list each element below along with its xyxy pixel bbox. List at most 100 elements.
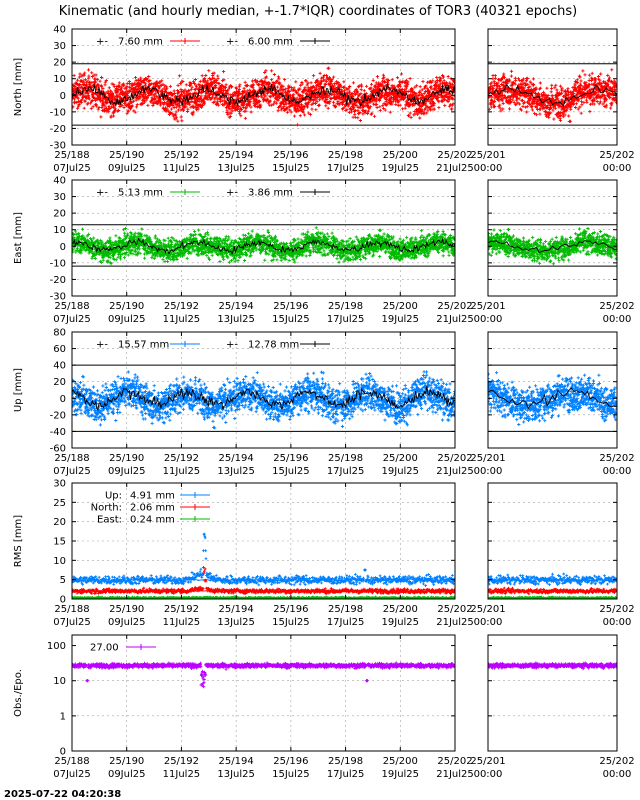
y-tick-label: -30 [50,292,66,303]
y-tick-label: 30 [53,41,66,52]
x-tick-label: 25/192 [164,301,199,312]
x-tick-label: 25/192 [164,604,199,615]
x-tick-sublabel: 15Jul25 [272,617,310,628]
legend-name: East: [97,515,122,526]
rms-line [72,578,455,582]
y-tick-label: 25 [53,498,66,509]
legend: +- 7.60 mm +- 6.00 mm [96,37,330,48]
x-tick-sublabel: 15Jul25 [272,769,310,780]
legend-marker: +- [226,340,238,351]
x-tick-label: 25/192 [164,453,199,464]
rms-line [488,590,617,592]
x-tick-label: 25/190 [109,604,144,615]
y-tick-label: 40 [53,176,66,187]
plot-frame [71,634,456,752]
legend-label: 27.00 [90,643,119,654]
y-tick-label: 1 [60,711,66,722]
x-tick-sublabel: 17Jul25 [327,163,365,174]
x-tick-label: 25/198 [328,150,363,161]
x-tick-label: 25/201 [470,301,505,312]
x-tick-sublabel: 13Jul25 [217,466,255,477]
legend-name: Up: [105,491,122,502]
x-tick-sublabel: 17Jul25 [327,466,365,477]
x-tick-sublabel: 11Jul25 [163,466,201,477]
x-tick-sublabel: 00:00 [474,466,503,477]
legend-marker: +- [96,340,108,351]
legend-marker: +- [226,188,238,199]
x-tick-label: 25/196 [273,301,308,312]
x-tick-sublabel: 09Jul25 [108,617,146,628]
legend-label: 0.24 mm [130,515,175,526]
x-tick-label: 25/188 [54,453,89,464]
x-tick-label: 25/194 [219,453,254,464]
plot-panels: North [mm]-30-20-1001020304025/18807Jul2… [13,25,635,781]
legend-label: 6.00 mm [248,37,293,48]
y-tick-label: -30 [50,141,66,152]
y-tick-label: 20 [53,209,66,220]
data-points [488,226,617,266]
x-tick-label: 25/188 [54,150,89,161]
x-tick-sublabel: 07Jul25 [53,314,91,325]
x-tick-sublabel: 19Jul25 [382,769,420,780]
x-tick-sublabel: 11Jul25 [163,314,201,325]
legend: +- 15.57 mm +- 12.78 mm [96,340,330,351]
hourly-median-line [72,236,455,255]
y-tick-label: -20 [50,410,66,421]
legend-marker: +- [96,188,108,199]
y-tick-label: 10 [53,556,66,567]
y-axis-label: Obs./Epo. [13,669,24,717]
legend-label: 12.78 mm [248,340,299,351]
y-tick-label: -20 [50,124,66,135]
y-tick-label: 0 [60,747,66,758]
timestamp: 2025-07-22 04:20:38 [4,789,121,800]
x-tick-label: 25/201 [470,756,505,767]
legend: +- 5.13 mm +- 3.86 mm [96,188,330,199]
x-tick-sublabel: 00:00 [603,163,632,174]
panel-north: North [mm] -30 -20 -10 0 10 20 30 40 25/188 07Jul2… [13,25,635,175]
x-tick-sublabel: 21Jul25 [436,163,474,174]
panel-obs: Obs./Epo. 0 1 10 100 25/188 07Jul25 25/190 09Jul… [13,634,635,780]
x-tick-label: 25/200 [383,453,418,464]
x-tick-sublabel: 15Jul25 [272,163,310,174]
x-tick-label: 25/190 [109,301,144,312]
x-tick-label: 25/202 [437,150,472,161]
y-axis-label: North [mm] [13,58,24,117]
x-tick-sublabel: 09Jul25 [108,314,146,325]
x-tick-label: 25/202 [599,150,634,161]
y-axis-label: Up [mm] [13,368,24,412]
x-tick-sublabel: 07Jul25 [53,617,91,628]
x-tick-sublabel: 00:00 [474,769,503,780]
legend: 27.00 [90,643,156,654]
x-tick-label: 25/202 [599,453,634,464]
plot-frame [71,28,456,146]
x-tick-label: 25/200 [383,604,418,615]
obs-points [488,661,617,671]
x-tick-label: 25/202 [599,604,634,615]
x-tick-sublabel: 00:00 [474,617,503,628]
plot-frame [71,179,456,297]
x-tick-label: 25/188 [54,756,89,767]
legend-label: 7.60 mm [118,37,163,48]
legend-label: 5.13 mm [118,188,163,199]
legend-name: North: [91,503,122,514]
y-tick-label: 40 [53,25,66,36]
x-tick-sublabel: 00:00 [603,314,632,325]
x-tick-sublabel: 09Jul25 [108,769,146,780]
x-tick-sublabel: 13Jul25 [217,163,255,174]
x-tick-sublabel: 15Jul25 [272,466,310,477]
y-axis-label: East [mm] [13,212,24,264]
data-points [72,370,455,430]
rms-line [488,578,617,582]
y-tick-label: -10 [50,107,66,118]
y-tick-label: 10 [53,74,66,85]
x-tick-sublabel: 19Jul25 [382,314,420,325]
x-tick-sublabel: 15Jul25 [272,314,310,325]
x-tick-sublabel: 00:00 [603,466,632,477]
y-tick-label: -10 [50,258,66,269]
x-tick-label: 25/198 [328,301,363,312]
x-tick-label: 25/198 [328,604,363,615]
plot-frame [487,331,618,449]
y-tick-label: 0 [60,595,66,606]
x-tick-sublabel: 13Jul25 [217,769,255,780]
